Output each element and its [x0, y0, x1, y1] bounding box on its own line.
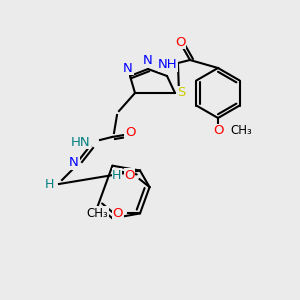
Text: H: H: [45, 178, 54, 190]
Text: CH₃: CH₃: [86, 207, 108, 220]
Text: O: O: [124, 169, 135, 182]
Text: S: S: [177, 86, 185, 100]
Text: O: O: [175, 35, 185, 49]
Text: CH₃: CH₃: [230, 124, 252, 137]
Text: H: H: [112, 169, 122, 182]
Text: O: O: [213, 124, 223, 137]
Text: N: N: [143, 55, 153, 68]
Text: NH: NH: [158, 58, 178, 71]
Text: N: N: [69, 157, 79, 169]
Text: HN: HN: [70, 136, 90, 148]
Text: O: O: [113, 207, 123, 220]
Text: N: N: [123, 61, 133, 74]
Text: O: O: [125, 125, 135, 139]
